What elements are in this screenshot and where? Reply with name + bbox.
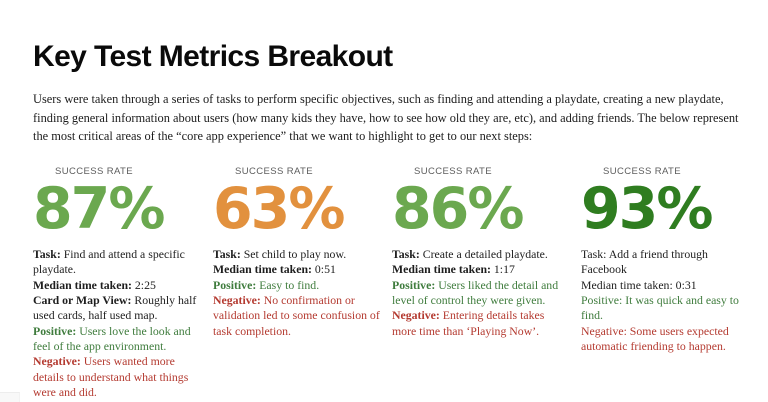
detail-text: Entering details takes more time than ‘P… [392,308,545,338]
metric-detail: Negative: Users wanted more details to u… [33,354,201,400]
detail-label: Median time taken: [581,277,673,292]
metric-column: SUCCESS RATE 63% Task: Set child to play n… [213,166,381,339]
detail-label: Negative: [213,293,261,308]
detail-label: Task: [33,247,61,262]
metric-column: SUCCESS RATE 87% Task: Find and attend a s… [33,166,201,400]
detail-label: Positive: [213,277,257,292]
detail-text: Roughly half used cards, half used map. [33,293,197,323]
success-rate-label: SUCCESS RATE [603,166,681,177]
metric-detail: Positive: It was quick and easy to find. [581,293,749,324]
detail-text: 0:31 [672,277,697,292]
detail-text: Create a detailed playdate. [419,247,548,262]
metric-detail: Median time taken: 1:17 [392,262,560,277]
partial-element [0,392,20,402]
detail-label: Median time taken: [213,262,312,277]
detail-text: Easy to find. [256,277,320,292]
detail-label: Task: [581,247,607,262]
detail-label: Median time taken: [33,277,132,292]
success-rate-label: SUCCESS RATE [414,166,492,177]
metric-column: SUCCESS RATE 86% Task: Create a detailed p… [392,166,560,339]
detail-label: Negative: [581,323,627,338]
metric-detail: Task: Set child to play now. [213,247,381,262]
metric-detail: Median time taken: 0:31 [581,278,749,293]
metric-detail: Positive: Easy to find. [213,278,381,293]
metric-detail: Positive: Users love the look and feel o… [33,324,201,355]
metric-detail: Positive: Users liked the detail and lev… [392,278,560,309]
metric-detail: Negative: No confirmation or validation … [213,293,381,339]
detail-label: Task: [213,247,241,262]
detail-text: Users liked the detail and level of cont… [392,277,559,308]
success-rate-value: 86% [392,176,524,242]
detail-label: Task: [392,247,420,262]
metric-column: SUCCESS RATE 93% Task: Add a friend throug… [581,166,749,354]
success-rate-value: 63% [213,176,345,242]
metric-detail: Median time taken: 0:51 [213,262,381,277]
detail-label: Positive: [33,323,77,338]
success-rate-label: SUCCESS RATE [55,166,133,177]
metric-details: Task: Find and attend a specific playdat… [33,247,201,400]
metric-detail: Negative: Some users expected automatic … [581,324,749,355]
page-title: Key Test Metrics Breakout [33,40,393,73]
detail-text: No confirmation or validation led to som… [213,293,380,338]
detail-text: 1:17 [490,262,515,277]
detail-label: Median time taken: [392,262,491,277]
success-rate-value: 93% [581,176,713,242]
detail-label: Negative: [392,308,440,323]
detail-label: Negative: [33,354,81,369]
success-rate-value: 87% [33,176,165,242]
metric-detail: Negative: Entering details takes more ti… [392,308,560,339]
metric-detail: Median time taken: 2:25 [33,278,201,293]
detail-text: Find and attend a specific playdate. [33,247,185,277]
success-rate-label: SUCCESS RATE [235,166,313,177]
metric-details: Task: Add a friend through Facebook Media… [581,247,749,354]
detail-text: Users wanted more details to understand … [33,354,189,399]
detail-text: Some users expected automatic friending … [581,323,729,353]
metric-detail: Task: Create a detailed playdate. [392,247,560,262]
metric-detail: Task: Find and attend a specific playdat… [33,247,201,278]
metric-detail: Card or Map View: Roughly half used card… [33,293,201,324]
detail-text: 0:51 [311,262,336,277]
detail-label: Positive: [392,277,436,292]
metric-details: Task: Create a detailed playdate. Median … [392,247,560,339]
detail-label: Positive: [581,293,623,308]
detail-text: Set child to play now. [240,247,347,262]
intro-paragraph: Users were taken through a series of tas… [33,92,739,144]
detail-text: 2:25 [131,277,156,292]
metric-details: Task: Set child to play now. Median time … [213,247,381,339]
detail-label: Card or Map View: [33,293,132,308]
detail-text: Add a friend through Facebook [581,247,708,277]
metric-detail: Task: Add a friend through Facebook [581,247,749,278]
detail-text: It was quick and easy to find. [581,293,739,323]
detail-text: Users love the look and feel of the app … [33,323,191,353]
